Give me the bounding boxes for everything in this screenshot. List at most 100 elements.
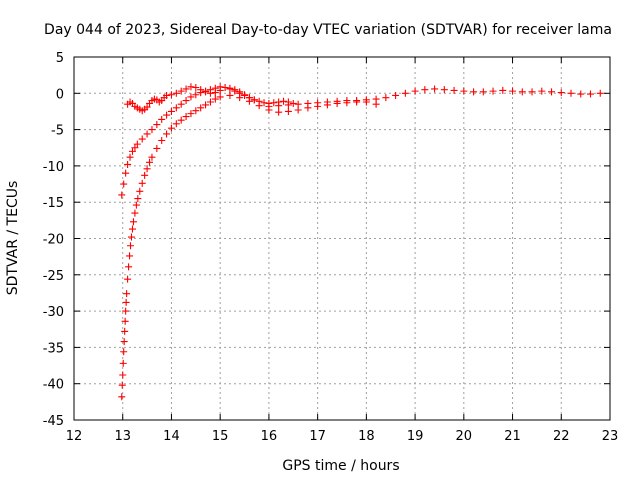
data-point	[314, 99, 322, 107]
data-point	[187, 93, 195, 101]
data-point	[353, 97, 361, 105]
x-tick-label: 16	[261, 429, 278, 444]
data-point	[275, 102, 283, 110]
chart-title: Day 044 of 2023, Sidereal Day-to-day VTE…	[44, 22, 612, 38]
data-point	[206, 89, 214, 97]
y-tick-label: -10	[43, 160, 64, 175]
data-point	[362, 96, 370, 104]
data-point	[548, 88, 556, 96]
data-point	[382, 94, 390, 102]
data-point	[421, 86, 429, 94]
plot-frame	[73, 56, 611, 421]
data-point	[127, 242, 135, 250]
data-point	[250, 96, 258, 104]
data-point	[372, 95, 380, 103]
data-point	[245, 94, 253, 102]
data-point	[284, 101, 292, 109]
data-point	[128, 225, 136, 233]
series-track-short	[124, 83, 258, 115]
data-point	[122, 298, 130, 306]
data-point	[132, 201, 140, 209]
data-point	[122, 307, 130, 315]
data-point	[172, 120, 180, 128]
data-point	[182, 85, 190, 93]
data-point	[121, 327, 129, 335]
data-point	[153, 121, 161, 129]
data-point	[122, 169, 130, 177]
data-point	[131, 209, 139, 217]
data-point	[460, 87, 468, 95]
data-point	[343, 97, 351, 105]
x-tick-label: 22	[553, 429, 570, 444]
data-point	[143, 165, 151, 173]
y-tick-label: -30	[43, 305, 64, 320]
data-point	[118, 191, 126, 199]
data-point	[392, 91, 400, 99]
data-point	[450, 86, 458, 94]
x-tick-label: 18	[358, 429, 375, 444]
data-point	[124, 160, 132, 168]
data-point	[216, 86, 224, 94]
data-point	[294, 100, 302, 108]
data-point	[153, 144, 161, 152]
y-tick-label: -15	[43, 196, 64, 211]
data-point	[192, 83, 200, 91]
data-point	[120, 338, 128, 346]
data-point	[120, 348, 128, 356]
data-point	[134, 195, 142, 203]
data-point	[167, 91, 175, 99]
data-point	[260, 99, 268, 107]
data-point	[124, 275, 132, 283]
tick-labels: 12 13 14 15 16 17 18 19 20 21 22 23 5 0 -5 -10 -15 -20 -25…	[43, 51, 619, 444]
x-tick-label: 21	[504, 429, 521, 444]
data-point	[211, 95, 219, 103]
data-point	[557, 89, 565, 97]
data-point	[121, 317, 129, 325]
data-point	[123, 290, 131, 298]
data-points	[118, 83, 604, 401]
y-tick-label: -5	[51, 124, 64, 139]
data-point	[202, 101, 210, 109]
y-tick-label: -40	[43, 378, 64, 393]
data-point	[146, 158, 154, 166]
x-tick-label: 23	[602, 429, 619, 444]
data-point	[182, 113, 190, 121]
data-point	[528, 88, 536, 96]
data-point	[270, 99, 278, 107]
data-point	[304, 99, 312, 107]
y-tick-label: -45	[43, 414, 64, 429]
data-point	[411, 87, 419, 95]
data-point	[127, 233, 135, 241]
data-point	[236, 88, 244, 96]
data-point	[177, 87, 185, 95]
data-point	[187, 110, 195, 118]
data-point	[128, 147, 136, 155]
y-tick-label: -20	[43, 233, 64, 248]
data-point	[255, 102, 263, 110]
data-point	[197, 86, 205, 94]
grid-lines	[74, 57, 610, 420]
data-point	[284, 107, 292, 115]
data-point	[470, 88, 478, 96]
data-point	[126, 153, 134, 161]
data-point	[275, 108, 283, 116]
data-point	[163, 111, 171, 119]
data-point	[567, 89, 575, 97]
y-tick-label: 0	[56, 87, 64, 102]
data-point	[401, 89, 409, 97]
data-point	[138, 179, 146, 187]
series-track-late	[265, 85, 604, 110]
data-point	[192, 91, 200, 99]
x-tick-label: 17	[309, 429, 326, 444]
data-point	[197, 104, 205, 112]
data-point	[333, 97, 341, 105]
data-point	[323, 98, 331, 106]
data-point	[138, 135, 146, 143]
data-point	[141, 171, 149, 179]
x-axis-label: GPS time / hours	[282, 458, 399, 474]
data-point	[177, 100, 185, 108]
data-point	[211, 89, 219, 97]
data-point	[118, 393, 126, 401]
